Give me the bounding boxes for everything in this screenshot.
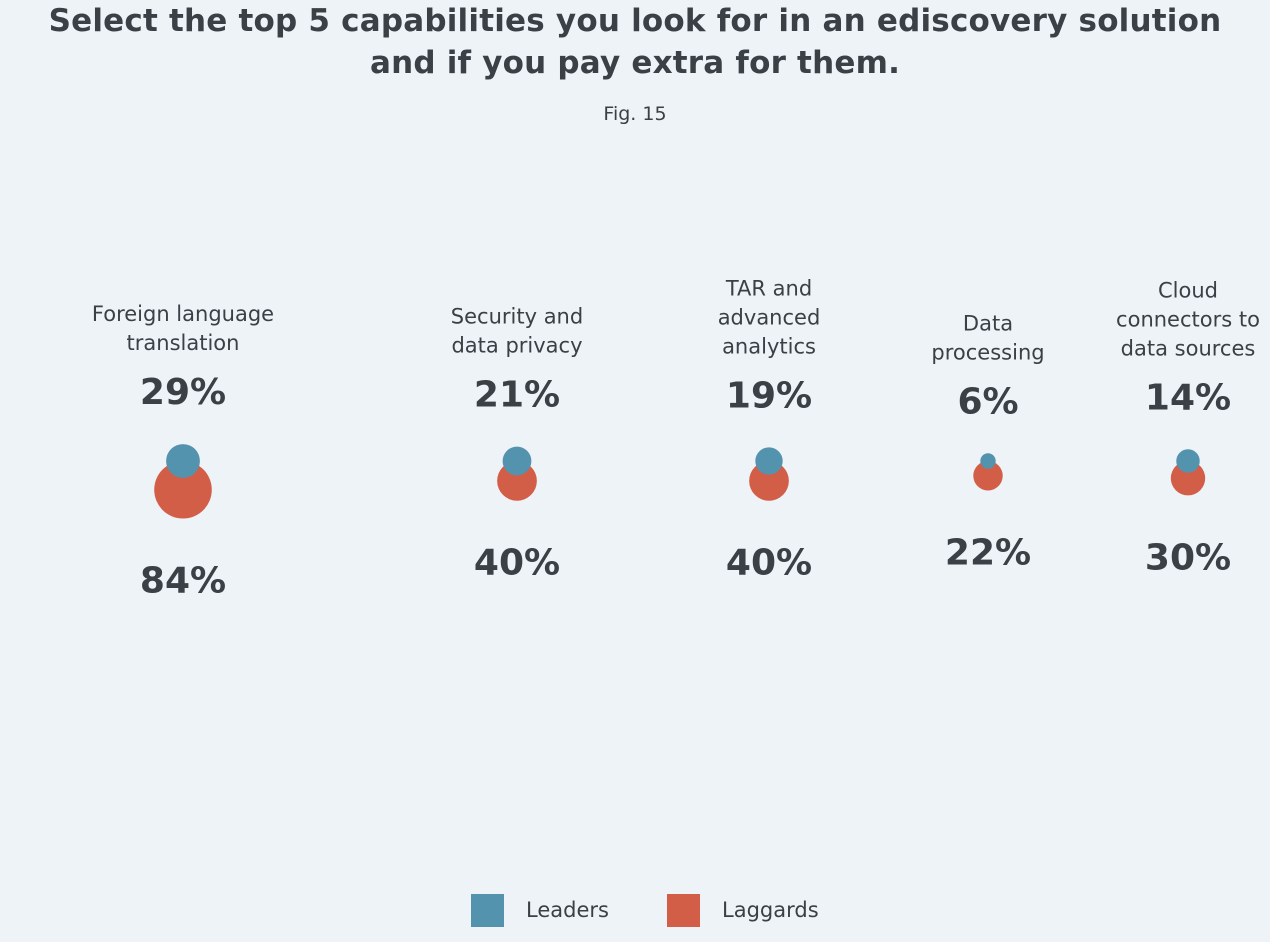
- category-label-1: Foreign language translation: [92, 302, 274, 355]
- laggards-bubble-5: [1170, 461, 1206, 496]
- leaders-value-label-5: 14%: [1145, 377, 1231, 418]
- legend-swatch-laggards: [667, 893, 700, 927]
- chart-title: Select the top 5 capabilities you look f…: [0, 0, 1270, 84]
- legend-item-leaders: Leaders: [471, 893, 609, 927]
- figure-label: Fig. 15: [603, 103, 667, 125]
- category-label-line: TAR and: [725, 276, 812, 300]
- leaders-value-label-2: 21%: [474, 375, 560, 416]
- leaders-bubble-5: [1176, 449, 1200, 473]
- category-label-line: translation: [127, 331, 240, 355]
- legend-item-laggards: Laggards: [667, 893, 819, 927]
- category-label-line: Data: [963, 311, 1013, 335]
- category-group-2: 21% 40% Security and data privacy: [451, 305, 583, 584]
- category-group-4: 6% 22% Data processing: [931, 311, 1044, 573]
- laggards-value-label-2: 40%: [474, 543, 560, 584]
- category-group-1: 29% 84% Foreign language translation: [92, 302, 274, 601]
- category-label-3: TAR and advanced analytics: [718, 276, 821, 358]
- category-label-line: processing: [931, 340, 1044, 364]
- leaders-bubble-2: [502, 446, 532, 476]
- category-label-line: analytics: [722, 334, 816, 358]
- chart-title-line-2: and if you pay extra for them.: [369, 45, 901, 81]
- laggards-bubble-4: [973, 461, 1003, 491]
- laggards-value-label-1: 84%: [140, 561, 226, 602]
- leaders-value-label-4: 6%: [957, 381, 1018, 422]
- category-label-line: Foreign language: [92, 302, 274, 326]
- leaders-bubble-4: [980, 453, 996, 469]
- laggards-value-label-3: 40%: [726, 543, 812, 584]
- leaders-bubble-3: [755, 447, 783, 475]
- legend: Leaders Laggards: [0, 893, 1270, 927]
- legend-swatch-leaders: [471, 893, 504, 927]
- category-label-2: Security and data privacy: [451, 305, 583, 358]
- category-group-3: 19% 40% TAR and advanced analytics: [718, 276, 821, 583]
- leaders-bubble-1: [166, 444, 200, 478]
- legend-label-leaders: Leaders: [526, 898, 609, 922]
- category-label-line: data sources: [1121, 336, 1256, 360]
- laggards-bubble-1: [154, 461, 212, 519]
- category-label-line: Security and: [451, 305, 583, 329]
- chart-title-line-1: Select the top 5 capabilities you look f…: [48, 3, 1222, 39]
- legend-label-laggards: Laggards: [722, 898, 819, 922]
- laggards-bubble-3: [749, 461, 789, 501]
- laggards-value-label-5: 30%: [1145, 537, 1231, 578]
- leaders-value-label-1: 29%: [140, 372, 226, 413]
- category-label-4: Data processing: [931, 311, 1044, 364]
- category-label-line: advanced: [718, 305, 821, 329]
- category-label-line: connectors to: [1116, 307, 1260, 331]
- category-group-5: 14% 30% Cloud connectors to data sources: [1116, 278, 1260, 578]
- leaders-value-label-3: 19%: [726, 375, 812, 416]
- category-label-line: Cloud: [1158, 278, 1218, 302]
- category-label-5: Cloud connectors to data sources: [1116, 278, 1260, 360]
- category-label-line: data privacy: [451, 334, 582, 358]
- laggards-value-label-4: 22%: [945, 532, 1031, 573]
